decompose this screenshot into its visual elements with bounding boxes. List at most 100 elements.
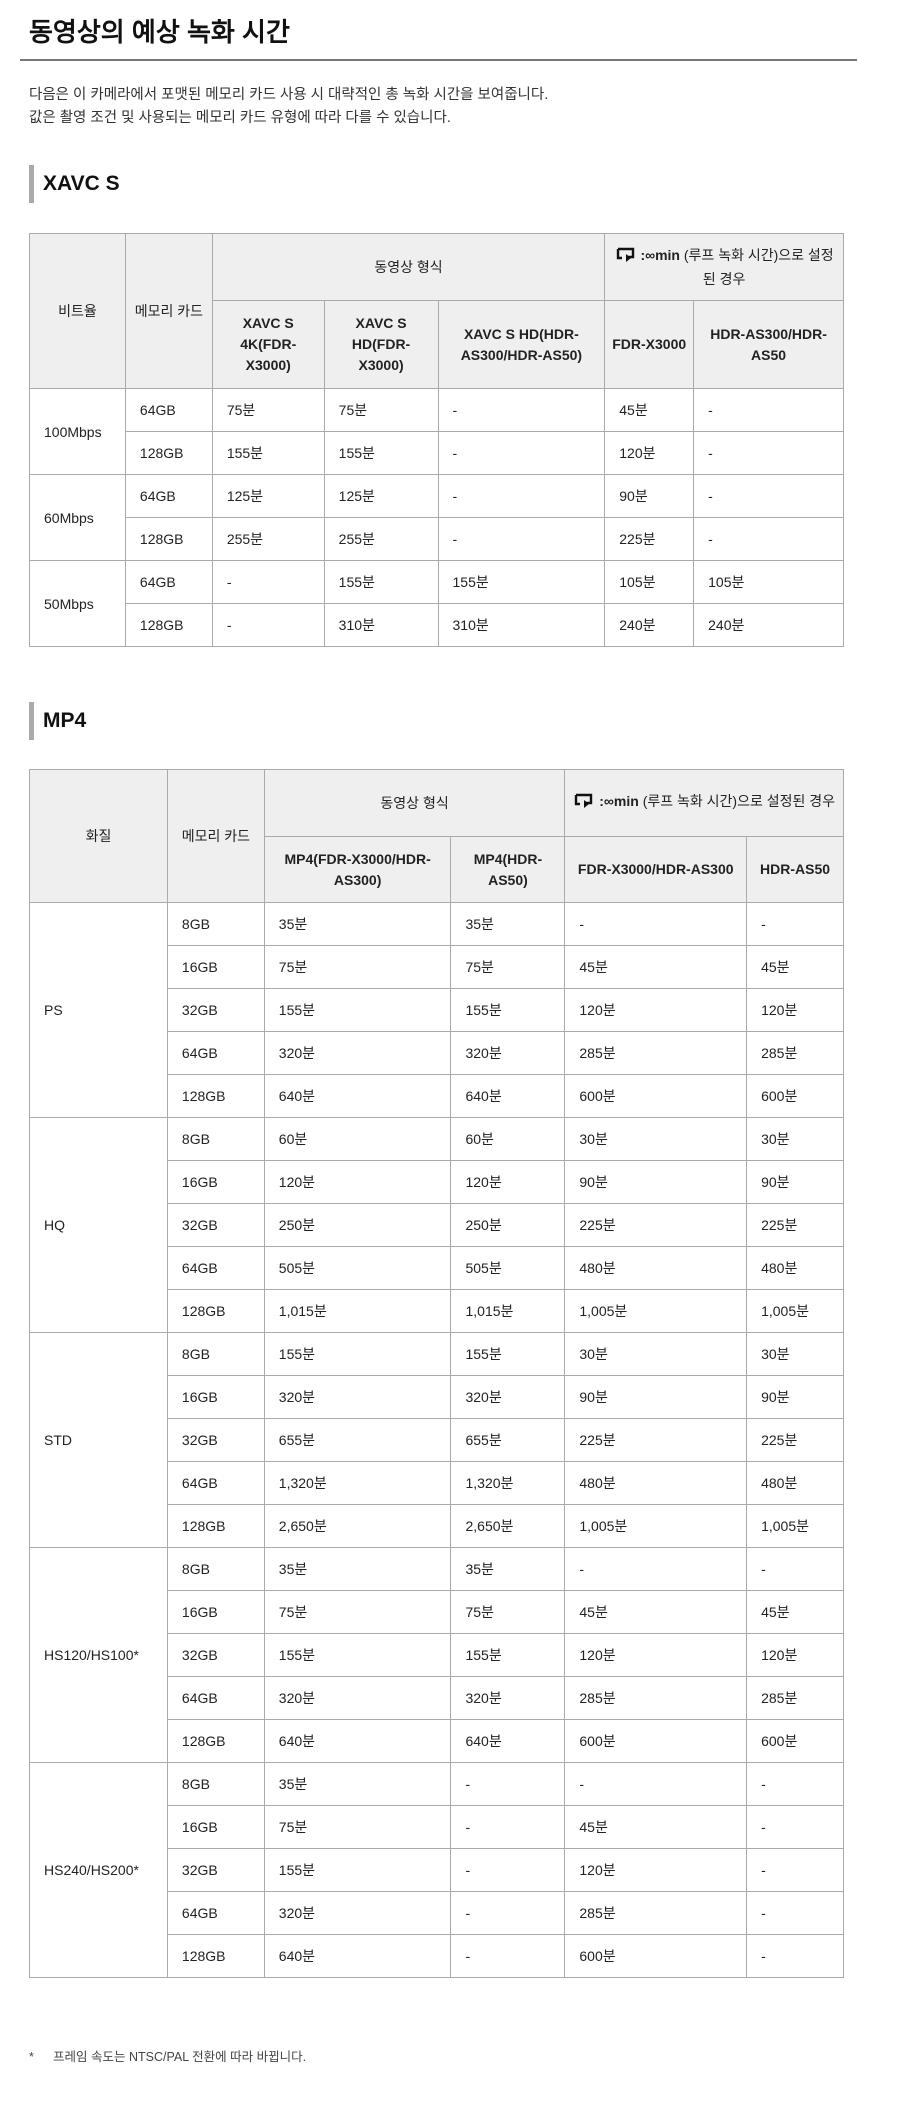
recording-time-cell: - [693, 474, 844, 518]
recording-time-cell: 285분 [746, 1031, 844, 1075]
recording-time-cell: 120분 [564, 988, 748, 1032]
memory-card-cell: 16GB [166, 1160, 265, 1204]
table-row: 128GB 640분 640분 600분 600분 [30, 1074, 844, 1118]
recording-time-cell: 640분 [450, 1074, 566, 1118]
recording-time-cell: - [564, 902, 748, 946]
footnote-text: 프레임 속도는 NTSC/PAL 전환에 따라 바뀝니다. [53, 2050, 307, 2064]
table-row: 64GB 320분 320분 285분 285분 [30, 1676, 844, 1720]
recording-time-cell: 320분 [263, 1031, 452, 1075]
recording-time-cell: 75분 [263, 1590, 452, 1634]
title-divider [20, 59, 857, 61]
recording-time-cell: 480분 [746, 1246, 844, 1290]
recording-time-cell: - [437, 431, 606, 475]
loop-recording-icon [573, 793, 595, 815]
recording-time-cell: 320분 [263, 1375, 452, 1419]
recording-time-cell: 640분 [263, 1719, 452, 1763]
recording-time-cell: 75분 [450, 945, 566, 989]
recording-time-cell: 35분 [450, 1547, 566, 1591]
group-label: STD [29, 1332, 168, 1548]
recording-time-cell: 320분 [263, 1676, 452, 1720]
recording-time-cell: - [450, 1762, 566, 1806]
table-row: 64GB 1,320분 1,320분 480분 480분 [30, 1461, 844, 1505]
recording-time-cell: 640분 [263, 1074, 452, 1118]
table-row: 128GB 2,650분 2,650분 1,005분 1,005분 [30, 1504, 844, 1548]
recording-time-cell: 255분 [211, 517, 325, 561]
header-movie-format: 동영상 형식 [263, 769, 566, 837]
table-row: HQ 8GB 60분 60분 30분 30분 [29, 1117, 844, 1333]
table-row: 128GB 640분 -600분 - [30, 1934, 844, 1978]
recording-time-cell: 2,650분 [450, 1504, 566, 1548]
memory-card-cell: 32GB [166, 1848, 265, 1892]
header-bitrate: 비트율 [29, 233, 126, 389]
recording-time-cell: 600분 [564, 1934, 748, 1978]
table-row: HS240/HS200* 8GB 35분 - - - [29, 1762, 844, 1978]
table-row: 64GB 320분 -285분 - [30, 1891, 844, 1935]
recording-time-cell: 75분 [263, 945, 452, 989]
section-heading-mp4: MP4 [29, 702, 86, 740]
recording-time-cell: 60분 [263, 1117, 452, 1161]
memory-card-cell: 128GB [166, 1504, 265, 1548]
recording-time-cell: 655분 [450, 1418, 566, 1462]
memory-card-cell: 32GB [166, 1633, 265, 1677]
recording-time-cell: - [450, 1891, 566, 1935]
subheader: HDR-AS300/HDR-AS50 [693, 300, 844, 389]
recording-time-cell: 120분 [746, 988, 844, 1032]
table-row: 128GB -310분 310분 240분 240분 [30, 603, 844, 647]
header-quality: 화질 [29, 769, 168, 903]
subheader: XAVC S HD(HDR-AS300/HDR-AS50) [437, 300, 606, 389]
recording-time-cell: 240분 [604, 603, 695, 647]
recording-time-cell: 320분 [450, 1375, 566, 1419]
recording-time-cell: 250분 [263, 1203, 452, 1247]
recording-time-cell: - [746, 1762, 844, 1806]
group-label: HS120/HS100* [29, 1547, 168, 1763]
recording-time-cell: 225분 [564, 1418, 748, 1462]
recording-time-cell: 155분 [263, 1633, 452, 1677]
table-row: 50Mbps 64GB -155분 155분 105분 105분 [29, 560, 844, 647]
recording-time-cell: - [746, 1848, 844, 1892]
group-label: 60Mbps [29, 474, 126, 561]
recording-time-cell: 45분 [604, 388, 695, 432]
memory-card-cell: 16GB [166, 1375, 265, 1419]
recording-time-cell: 225분 [746, 1203, 844, 1247]
subheader: FDR-X3000 [604, 300, 695, 389]
recording-time-cell: 1,005분 [746, 1289, 844, 1333]
recording-time-cell: 285분 [746, 1676, 844, 1720]
subheader: MP4(FDR-X3000/HDR-AS300) [263, 836, 452, 903]
table-row: 128GB 155분 155분 -120분 - [30, 431, 844, 475]
subheader: MP4(HDR-AS50) [450, 836, 566, 903]
group-label: HS240/HS200* [29, 1762, 168, 1978]
table-row: 32GB 155분 -120분 - [30, 1848, 844, 1892]
memory-card-cell: 64GB [124, 474, 213, 518]
loop-min-label: :∞min [599, 793, 639, 809]
loop-recording-icon [615, 247, 637, 269]
recording-time-cell: 120분 [564, 1848, 748, 1892]
recording-time-cell: 120분 [746, 1633, 844, 1677]
recording-time-cell: 155분 [263, 1332, 452, 1376]
loop-min-label: :∞min [640, 246, 680, 263]
recording-time-cell: 45분 [746, 945, 844, 989]
recording-time-cell: 45분 [746, 1590, 844, 1634]
recording-time-cell: 30분 [746, 1117, 844, 1161]
table-row: 16GB 75분 75분 45분 45분 [30, 1590, 844, 1634]
recording-time-cell: 155분 [450, 988, 566, 1032]
recording-time-cell: 90분 [604, 474, 695, 518]
recording-time-cell: 600분 [564, 1719, 748, 1763]
header-memory-card: 메모리 카드 [166, 769, 265, 903]
recording-time-cell: - [746, 1934, 844, 1978]
recording-time-cell: 75분 [323, 388, 439, 432]
recording-time-cell: 35분 [263, 1762, 452, 1806]
recording-time-cell: - [211, 560, 325, 604]
recording-time-cell: 225분 [604, 517, 695, 561]
memory-card-cell: 64GB [124, 388, 213, 432]
memory-card-cell: 16GB [166, 945, 265, 989]
table-row: 16GB 320분 320분 90분 90분 [30, 1375, 844, 1419]
table-row: 16GB 75분 75분 45분 45분 [30, 945, 844, 989]
recording-time-cell: 120분 [450, 1160, 566, 1204]
recording-time-cell: 120분 [604, 431, 695, 475]
memory-card-cell: 64GB [166, 1461, 265, 1505]
table-row: HS120/HS100* 8GB 35분 35분 - - [29, 1547, 844, 1763]
memory-card-cell: 64GB [166, 1031, 265, 1075]
recording-time-cell: 90분 [746, 1375, 844, 1419]
recording-time-cell: 655분 [263, 1418, 452, 1462]
table-row: 64GB 320분 320분 285분 285분 [30, 1031, 844, 1075]
